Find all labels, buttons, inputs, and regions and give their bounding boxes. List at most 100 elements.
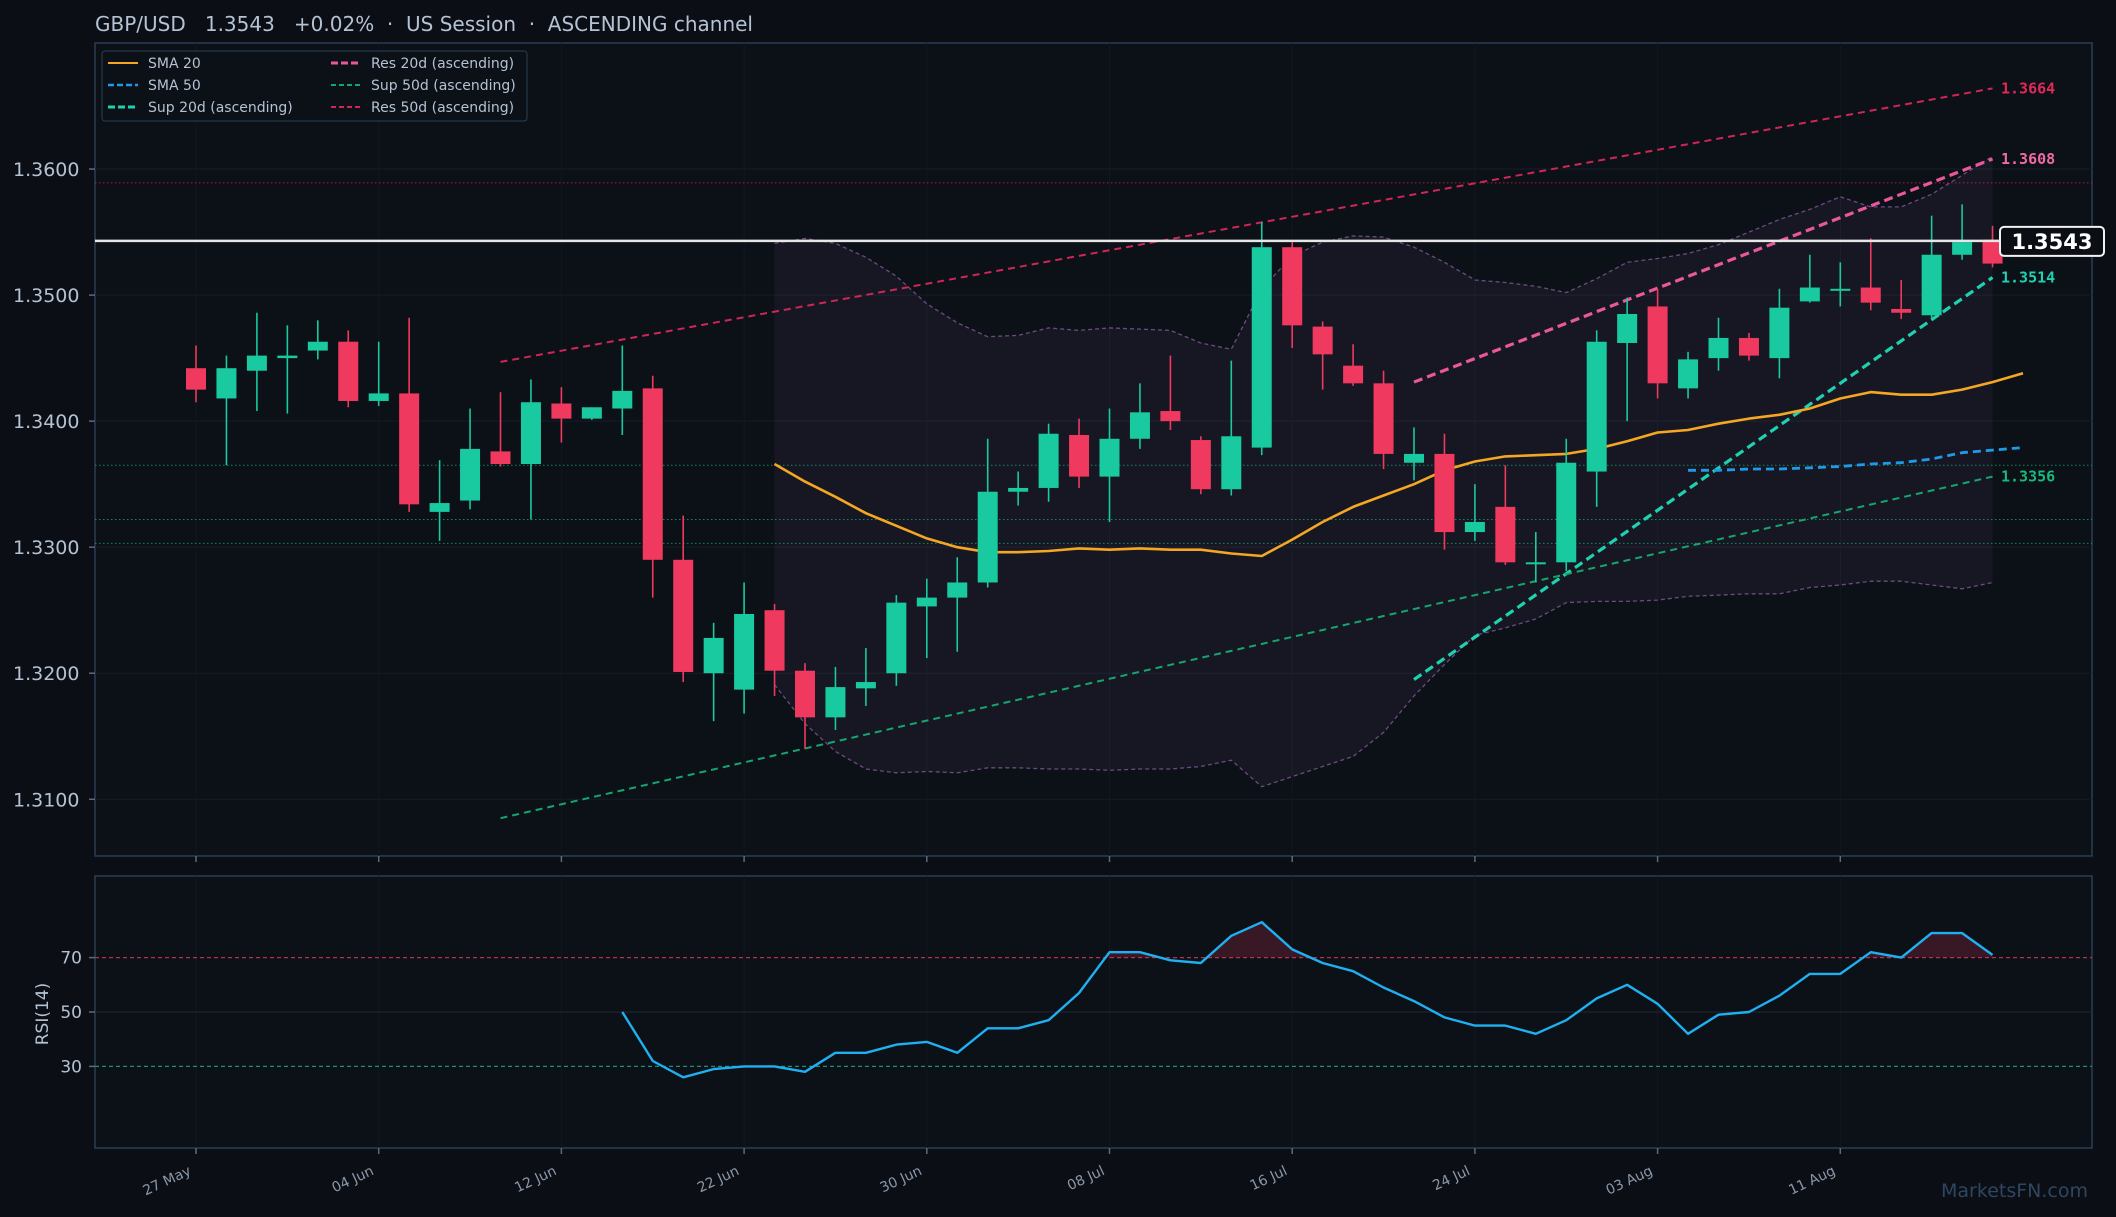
- candle: [612, 345, 633, 436]
- candle: [1678, 351, 1699, 399]
- level-label: 1.3608: [2001, 150, 2055, 168]
- candle: [1708, 317, 1729, 371]
- candle: [460, 408, 481, 510]
- candle: [1129, 383, 1150, 449]
- candle: [825, 666, 846, 730]
- rsi-series-line: [621, 921, 1994, 1079]
- candle-body: [916, 597, 937, 607]
- price-tick-label: 1.3400: [13, 411, 79, 433]
- candle-body: [1343, 365, 1364, 384]
- candle: [1556, 438, 1577, 572]
- candle-body: [1434, 453, 1455, 533]
- candle: [551, 387, 572, 443]
- candle-body: [216, 368, 237, 399]
- candle-body: [1982, 239, 2003, 264]
- level-labels: 1.3664 1.3608 1.3514 1.3356: [2001, 79, 2055, 485]
- legend-label: SMA 20: [148, 56, 201, 72]
- candle-body: [1251, 247, 1272, 448]
- candle-body: [1952, 242, 1973, 255]
- candle-body: [734, 613, 755, 690]
- candle: [734, 582, 755, 714]
- candle-body: [520, 402, 541, 464]
- candle-body: [307, 341, 328, 351]
- bollinger-upper: [774, 155, 1993, 351]
- candle-body: [246, 355, 267, 371]
- candle: [1495, 465, 1516, 565]
- legend: SMA 20 SMA 50 Sup 20d (ascending) Res 20d (…: [101, 50, 528, 122]
- candle: [1799, 254, 1820, 303]
- candle-body: [1921, 254, 1942, 316]
- candle-body: [1617, 314, 1638, 343]
- trend-line: [500, 87, 1993, 363]
- candle: [1038, 423, 1059, 502]
- rsi-grid: [95, 876, 2092, 1148]
- rsi-axis-label: RSI(14): [33, 983, 53, 1046]
- candle-body: [703, 637, 724, 674]
- price-tick-label: 1.3200: [13, 663, 79, 685]
- bollinger-lower: [773, 580, 1993, 788]
- candle: [1251, 221, 1272, 456]
- chart-title: GBP/USD 1.3543 +0.02% · US Session · ASC…: [95, 12, 753, 36]
- candle-body: [186, 368, 206, 390]
- candle-body: [947, 582, 968, 598]
- candle: [1190, 436, 1211, 495]
- level-label: 1.3664: [2001, 79, 2055, 97]
- price-tick-label: 1.3600: [13, 159, 79, 181]
- candle: [1404, 427, 1424, 481]
- candle: [1617, 297, 1638, 422]
- candle: [1160, 355, 1181, 430]
- candle-body: [1069, 435, 1090, 477]
- price-tick-label: 1.3100: [13, 789, 79, 811]
- candle: [216, 355, 237, 466]
- candle: [947, 557, 968, 652]
- bollinger-band: [773, 155, 1993, 788]
- current-price-label: 1.3543: [2011, 230, 2092, 254]
- trend-line: [1413, 276, 1994, 681]
- candle-body: [551, 403, 572, 419]
- candle-body: [673, 559, 694, 672]
- candle: [673, 515, 694, 683]
- candle-body: [399, 393, 420, 505]
- level-label: 1.3514: [2001, 268, 2055, 286]
- candle-body: [1769, 307, 1790, 359]
- candle-body: [855, 682, 876, 689]
- candle: [1464, 484, 1485, 541]
- candle-body: [1129, 412, 1150, 439]
- candle-body: [825, 687, 846, 718]
- candle-body: [1738, 337, 1759, 356]
- candle-body: [886, 602, 907, 674]
- candle-body: [1404, 453, 1424, 463]
- candle-body: [429, 503, 450, 512]
- candle: [1769, 288, 1790, 379]
- candle: [1221, 360, 1242, 496]
- candle-body: [1830, 288, 1851, 291]
- candle-body: [1099, 438, 1120, 477]
- candle-body: [1221, 436, 1242, 490]
- candle-body: [1312, 326, 1333, 355]
- bollinger-fill: [774, 156, 1993, 787]
- rsi-tick-label: 50: [60, 1003, 82, 1023]
- rsi-overbought-area: [1231, 922, 1262, 958]
- legend-label: Res 20d (ascending): [371, 56, 514, 72]
- rsi-overbought-area: [1109, 952, 1140, 958]
- candle: [855, 648, 876, 707]
- candle-body: [1556, 462, 1577, 563]
- candle-body: [764, 610, 785, 671]
- candle-body: [1799, 287, 1820, 302]
- price-tick-label: 1.3500: [13, 285, 79, 307]
- candle-body: [277, 355, 298, 359]
- legend-label: Sup 50d (ascending): [371, 78, 516, 94]
- candle-body: [1038, 433, 1059, 488]
- candle-body: [1008, 487, 1029, 492]
- candle: [368, 341, 389, 407]
- candle: [1860, 238, 1881, 311]
- candle: [886, 595, 907, 686]
- candle: [1099, 408, 1120, 522]
- candle: [1586, 330, 1607, 507]
- legend-label: Res 50d (ascending): [371, 100, 514, 116]
- candle: [1891, 279, 1912, 320]
- price-grid: [95, 43, 2092, 856]
- rsi-tick-label: 30: [60, 1057, 82, 1077]
- candle: [1434, 433, 1455, 550]
- candle: [1069, 418, 1090, 488]
